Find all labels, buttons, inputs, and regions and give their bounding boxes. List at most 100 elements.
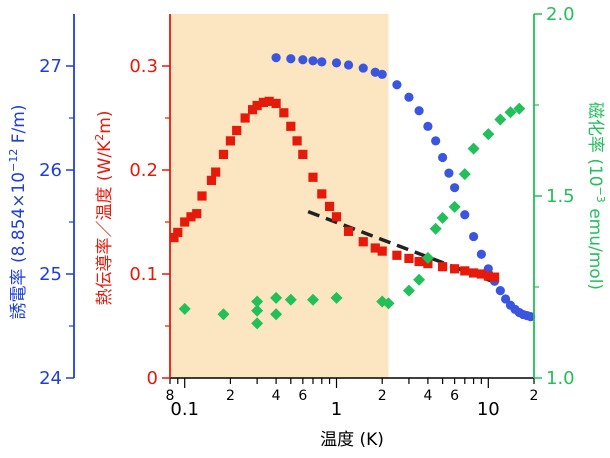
data-point-dielectric — [423, 121, 433, 131]
data-point-dielectric — [308, 56, 318, 66]
x-minor-tick-label: 6 — [298, 388, 307, 404]
data-point-thermal — [317, 189, 327, 199]
data-point-dielectric — [431, 136, 441, 146]
x-tick-label: 10 — [477, 399, 500, 420]
magnetic-y-tick-label: 1.0 — [546, 368, 575, 389]
magnetic-axis-title-main: 磁化率 (10 — [585, 102, 605, 187]
data-point-thermal — [180, 217, 190, 227]
data-point-thermal — [370, 243, 380, 253]
data-point-thermal — [186, 212, 196, 222]
data-point-magnetic — [458, 168, 471, 181]
data-point-thermal — [258, 97, 269, 107]
dielectric-y-tick-label: 27 — [39, 56, 62, 77]
data-point-thermal — [308, 172, 318, 182]
data-point-dielectric — [460, 210, 470, 220]
data-point-thermal — [292, 136, 302, 146]
data-point-magnetic — [421, 251, 434, 264]
data-point-dielectric — [404, 92, 414, 102]
x-minor-tick-label: 8 — [166, 388, 175, 404]
data-point-thermal — [476, 269, 486, 279]
thermal-axis-title-main: 熱伝導率／温度 (W/K — [95, 140, 115, 306]
data-point-thermal — [460, 266, 470, 276]
data-point-thermal — [377, 246, 387, 256]
data-point-magnetic — [494, 113, 507, 126]
data-point-thermal — [173, 227, 183, 237]
thermal-axis-title-tail: m) — [95, 111, 115, 134]
data-point-thermal — [343, 226, 354, 236]
data-point-magnetic — [251, 317, 264, 330]
data-point-thermal — [271, 98, 281, 109]
dielectric-axis-title-exponent: −12 — [7, 149, 20, 172]
data-point-thermal — [192, 209, 202, 219]
magnetic-axis-title-exponent: −3 — [594, 187, 607, 203]
series-dielectric — [271, 53, 536, 322]
data-point-thermal — [358, 237, 368, 247]
data-point-thermal — [264, 96, 274, 106]
data-point-dielectric — [438, 152, 448, 163]
data-point-thermal — [252, 100, 262, 111]
dielectric-y-tick-label: 25 — [39, 264, 62, 285]
data-point-dielectric — [414, 106, 424, 116]
x-tick-label: 1 — [331, 399, 342, 420]
data-point-dielectric — [501, 294, 511, 304]
dielectric-axis-title: 誘電率 (8.854×10−12 F/m) — [7, 105, 29, 320]
data-point-magnetic — [504, 106, 517, 119]
dielectric-axis-title-main: 誘電率 (8.854×10 — [9, 172, 29, 320]
data-point-magnetic — [178, 302, 191, 315]
data-point-thermal — [225, 136, 236, 146]
axes-layer — [66, 13, 542, 388]
data-point-thermal — [279, 108, 289, 118]
data-point-magnetic — [251, 295, 264, 308]
magnetic-axis-title: 磁化率 (10−3 emu/mol) — [585, 102, 607, 290]
data-point-thermal — [211, 167, 221, 177]
thermal-axis-title: 熱伝導率／温度 (W/K2m) — [93, 111, 115, 306]
data-point-dielectric — [483, 264, 493, 274]
data-point-dielectric — [358, 63, 368, 73]
data-point-thermal — [324, 201, 335, 211]
thermal-axis-title-exponent: 2 — [93, 134, 106, 141]
data-point-dielectric — [526, 312, 536, 322]
thermal-y-tick-label: 0 — [147, 368, 158, 389]
data-point-magnetic — [436, 211, 449, 224]
dielectric-axis-title-tail: F/m) — [9, 105, 29, 149]
data-point-thermal — [286, 121, 296, 131]
data-point-magnetic — [467, 142, 480, 155]
data-point-thermal — [468, 268, 479, 278]
data-point-thermal — [489, 272, 500, 282]
data-point-dielectric — [271, 53, 281, 63]
data-point-thermal — [298, 149, 308, 159]
data-point-dielectric — [370, 67, 380, 77]
data-point-magnetic — [270, 308, 283, 321]
data-point-magnetic — [448, 200, 461, 213]
data-point-magnetic — [306, 293, 319, 306]
data-point-magnetic — [382, 297, 395, 310]
labels-layer: 0.1 1 108 2 4 6 2 4 6 2温度 (K)2425262700.10.20.31.… — [7, 4, 607, 450]
series-thermal — [169, 96, 500, 282]
magnetic-y-tick-label: 2.0 — [546, 4, 575, 25]
data-point-magnetic — [429, 222, 442, 235]
x-minor-tick-label: 4 — [272, 388, 281, 404]
thermal-y-tick-label: 0.2 — [129, 160, 158, 181]
data-point-thermal — [232, 125, 242, 136]
data-point-thermal — [218, 149, 229, 159]
thermal-y-tick-label: 0.3 — [129, 56, 158, 77]
data-point-dielectric — [468, 231, 479, 242]
data-point-dielectric — [286, 54, 296, 64]
data-point-dielectric — [331, 58, 342, 68]
data-point-dielectric — [317, 57, 327, 67]
data-point-magnetic — [330, 291, 343, 304]
data-marks-layer — [169, 53, 536, 330]
x-minor-tick-label: 2 — [226, 388, 235, 404]
data-point-dielectric — [298, 55, 308, 65]
data-point-dielectric — [476, 249, 486, 259]
data-point-magnetic — [402, 284, 415, 297]
data-point-dielectric — [392, 80, 402, 90]
data-point-thermal — [331, 212, 342, 222]
dielectric-y-tick-label: 24 — [39, 368, 62, 389]
data-point-magnetic — [513, 102, 526, 115]
data-point-dielectric — [444, 168, 454, 178]
data-point-thermal — [240, 113, 250, 123]
data-point-thermal — [450, 264, 460, 274]
data-point-thermal — [438, 262, 448, 272]
